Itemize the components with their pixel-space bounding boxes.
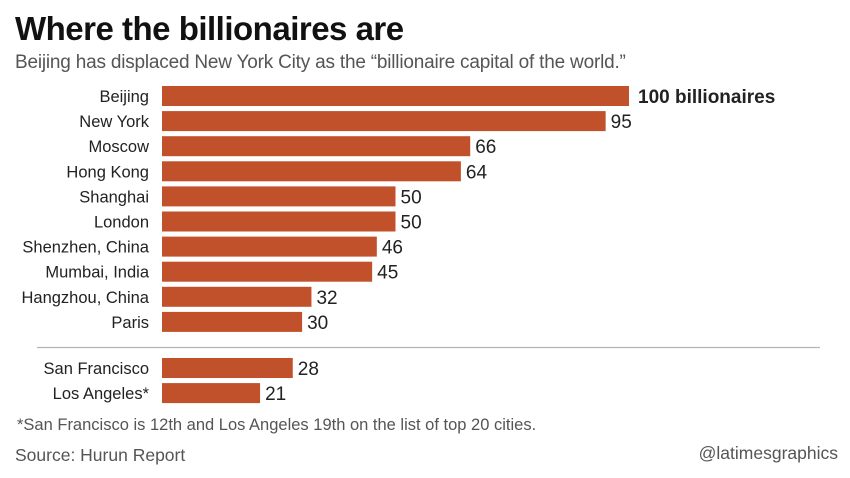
top-value-label: 45 <box>377 263 398 284</box>
top-value-label: 46 <box>382 238 403 259</box>
bottom-category-label: San Francisco <box>44 360 149 378</box>
bottom-bar <box>162 383 261 404</box>
top-value-label: 66 <box>475 137 496 158</box>
top-value-label: 30 <box>307 313 328 334</box>
top-category-label: Mumbai, India <box>45 264 149 282</box>
top-bar <box>162 236 377 257</box>
chart-title: Where the billionaires are <box>15 10 404 47</box>
top-bar <box>162 211 396 232</box>
top-value-label: 50 <box>401 187 422 208</box>
top-category-label: Beijing <box>99 88 149 106</box>
bottom-value-label: 21 <box>265 384 286 405</box>
top-value-label: 100 billionaires <box>638 87 775 108</box>
top-bar <box>162 86 629 106</box>
bottom-bar <box>162 358 293 378</box>
top-category-label: London <box>94 214 149 232</box>
top-category-label: Shenzhen, China <box>22 239 149 257</box>
top-category-label: Hong Kong <box>66 163 149 181</box>
top-bar <box>162 286 312 307</box>
top-value-label: 95 <box>611 112 632 133</box>
top-bar <box>162 186 396 207</box>
top-bar <box>162 111 606 132</box>
top-bar <box>162 136 471 157</box>
top-bar <box>162 261 373 282</box>
top-category-label: Shanghai <box>79 188 149 206</box>
bottom-category-label: Los Angeles* <box>53 385 150 403</box>
top-bar <box>162 161 461 182</box>
footnote: *San Francisco is 12th and Los Angeles 1… <box>17 416 537 434</box>
top-value-label: 64 <box>466 162 488 183</box>
top-bar <box>162 311 303 332</box>
top-value-label: 32 <box>316 288 337 309</box>
source-note: Source: Hurun Report <box>15 445 186 465</box>
top-category-label: Paris <box>111 314 149 332</box>
bottom-value-label: 28 <box>298 359 319 380</box>
top-category-label: Hangzhou, China <box>21 289 149 307</box>
top-category-label: Moscow <box>88 138 149 156</box>
chart-subtitle: Beijing has displaced New York City as t… <box>15 52 626 73</box>
credit: @latimesgraphics <box>698 443 838 463</box>
top-category-label: New York <box>79 113 149 131</box>
top-value-label: 50 <box>401 213 422 234</box>
